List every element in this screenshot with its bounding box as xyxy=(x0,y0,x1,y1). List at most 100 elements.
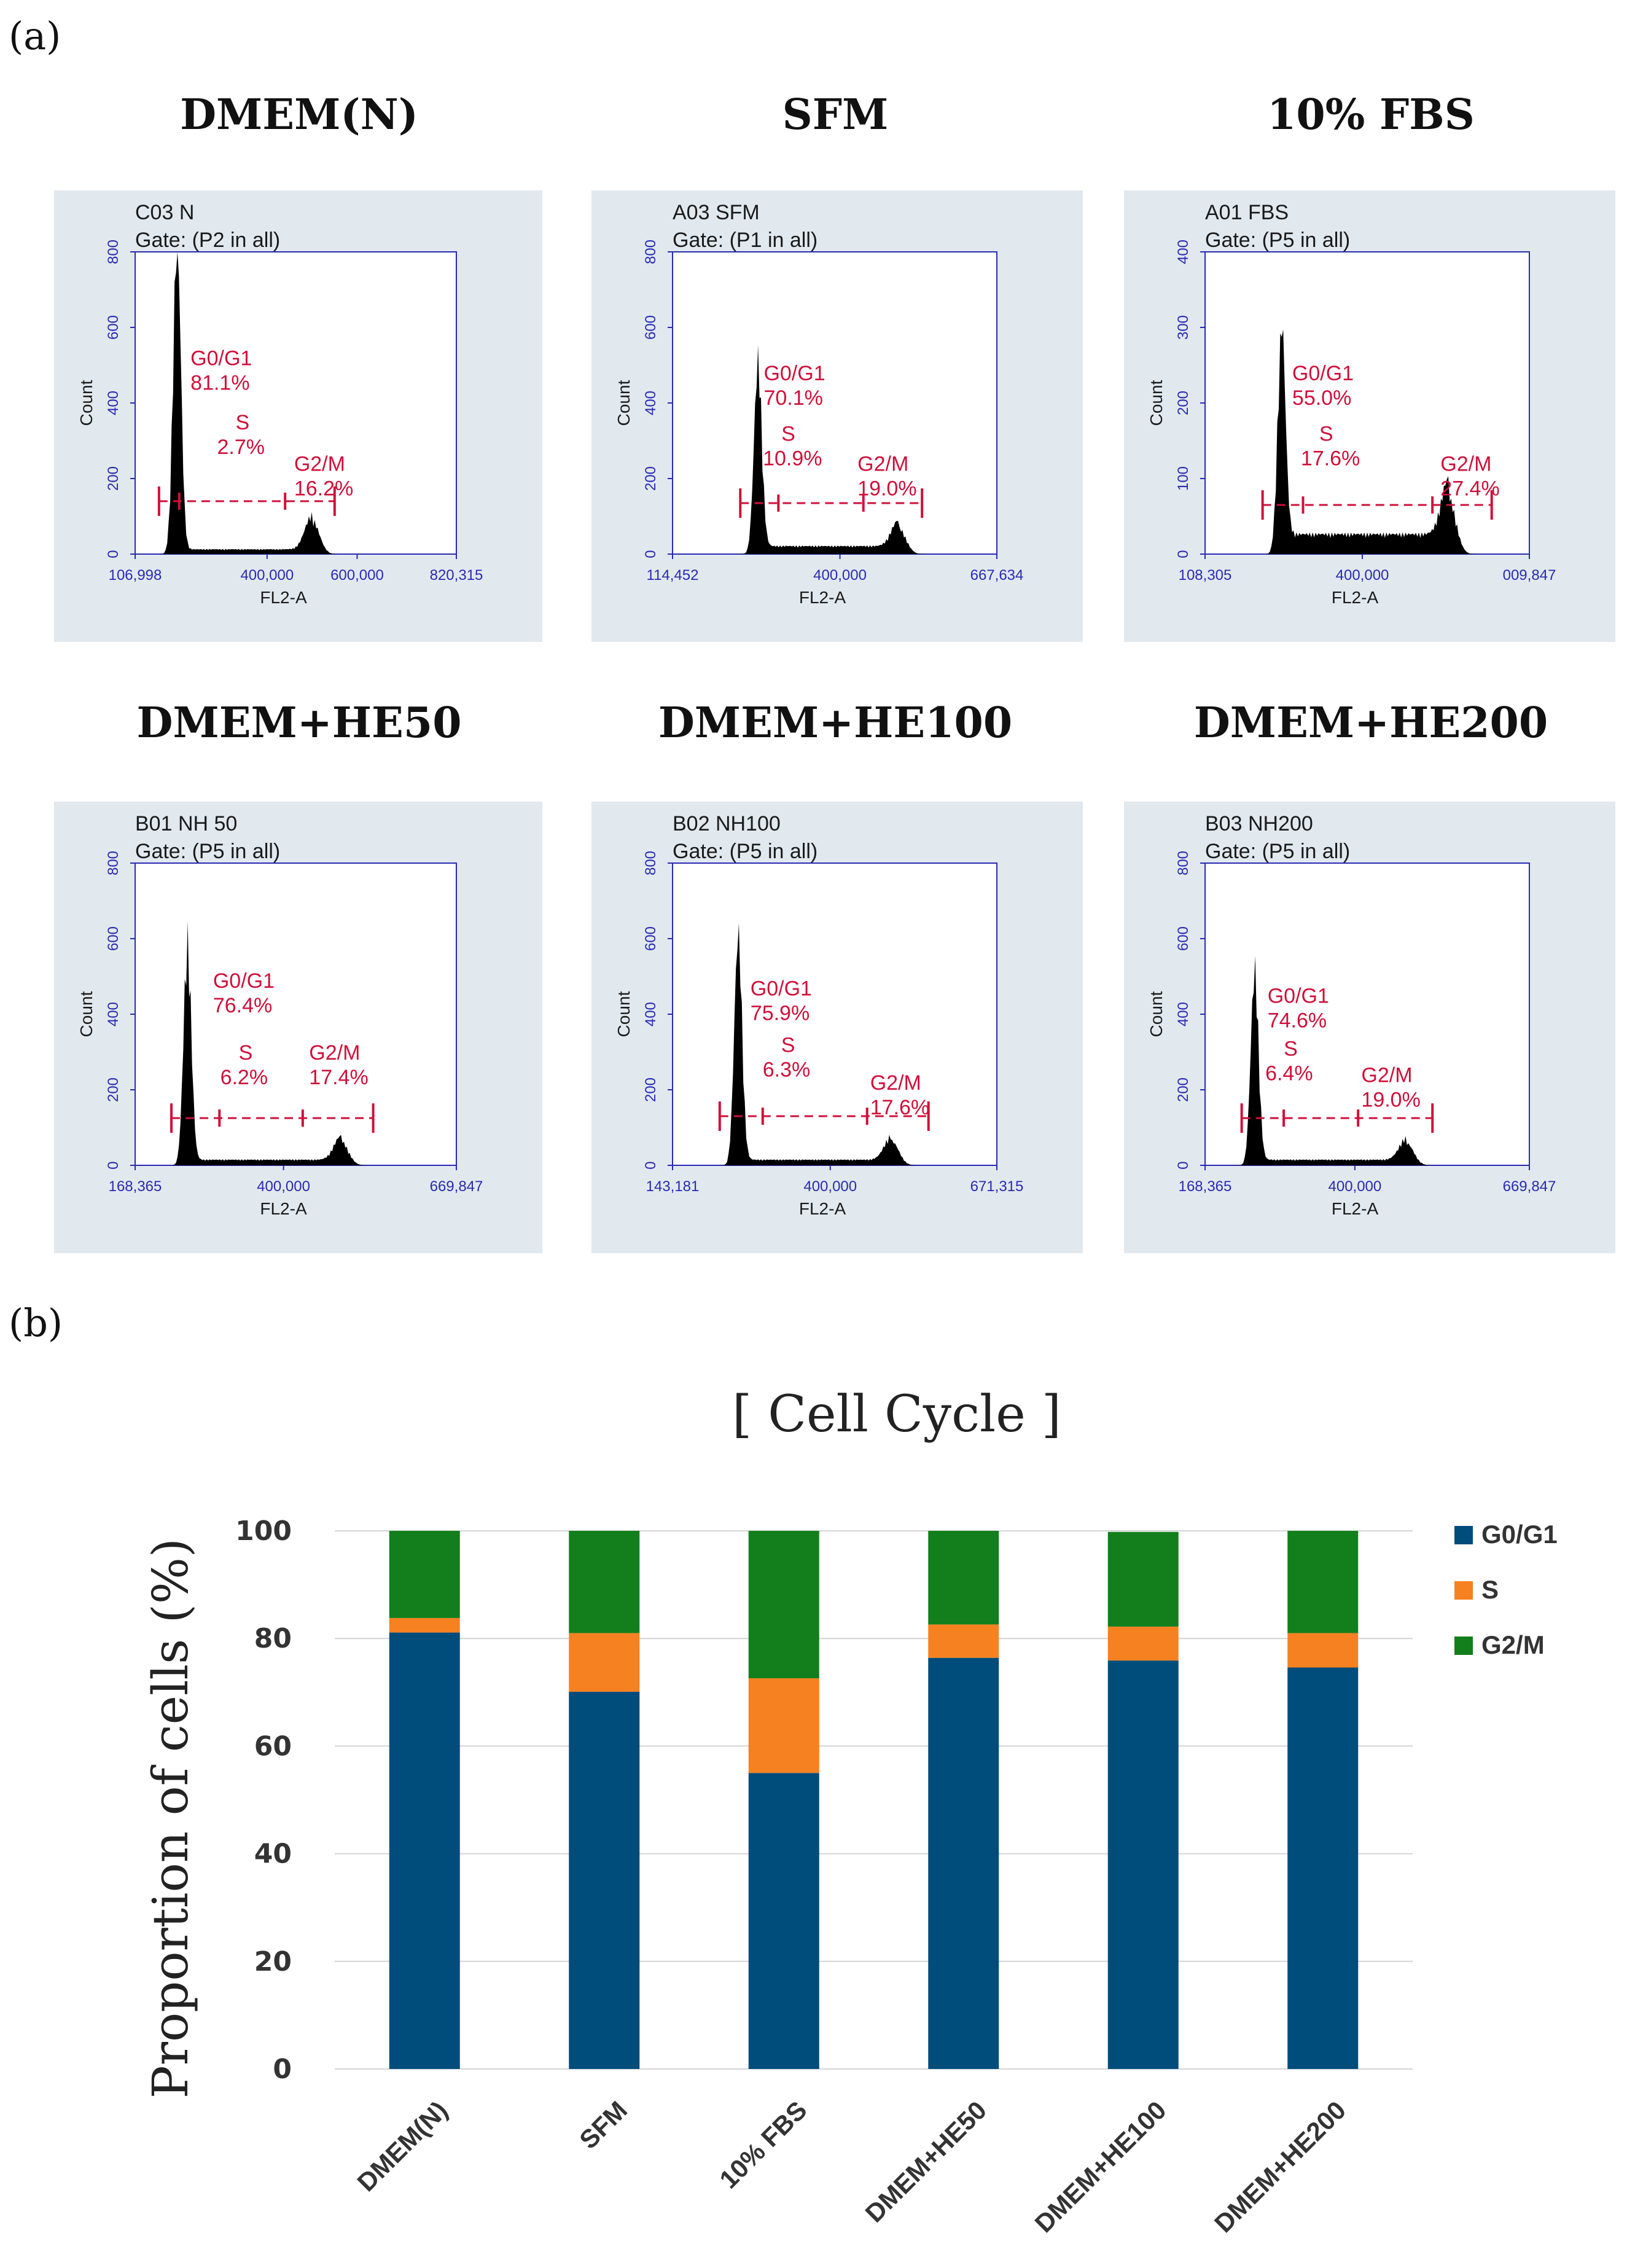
s-label: S xyxy=(1284,1038,1298,1061)
y-tick-label: 800 xyxy=(105,240,122,264)
s-label: S xyxy=(239,1041,253,1065)
y-tick-label: 400 xyxy=(1175,240,1192,264)
histogram-panel-3: 10% FBS A01 FBS Gate: (P5 in all) 0 100 200 30… xyxy=(1124,90,1615,642)
histogram-counts xyxy=(1205,329,1529,554)
g2m-label: G2/M xyxy=(1361,1064,1412,1087)
condition-title: 10% FBS xyxy=(1267,90,1475,139)
gate-label: Gate: (P5 in all) xyxy=(1205,840,1350,863)
y-tick-label: 200 xyxy=(105,466,122,491)
gate-label: Gate: (P1 in all) xyxy=(673,229,818,252)
s-label: S xyxy=(781,1034,795,1057)
y-axis-label: Count xyxy=(1147,380,1166,426)
s-percent: 10.9% xyxy=(763,447,822,471)
y-tick-label: 200 xyxy=(1175,391,1192,415)
x-tick-label: 400,000 xyxy=(240,567,294,584)
g2m-percent: 19.0% xyxy=(857,477,916,501)
plot-area-frame xyxy=(672,251,997,555)
x-tick-label: 168,365 xyxy=(109,1178,162,1195)
x-axis-label: FL2-A xyxy=(799,588,846,607)
s-percent: 17.6% xyxy=(1301,447,1360,471)
bar-s-3 xyxy=(748,1678,819,1773)
y-tick-label: 100 xyxy=(235,1515,292,1547)
g0g1-label: G0/G1 xyxy=(213,969,275,993)
y-tick-label: 200 xyxy=(642,1077,659,1102)
x-tick-label: DMEM+HE50 xyxy=(860,2095,993,2228)
y-tick-label: 20 xyxy=(254,1946,292,1977)
y-axis-label: Count xyxy=(77,380,96,426)
histogram-counts xyxy=(673,923,997,1165)
sample-name: B03 NH200 xyxy=(1205,812,1313,835)
bar-s-2 xyxy=(569,1633,640,1692)
bar-g0g1-5 xyxy=(1107,1660,1179,2069)
x-tick-label: 671,315 xyxy=(970,1178,1024,1195)
y-tick-label: 600 xyxy=(642,926,659,951)
histogram-panel-5: DMEM+HE100 B02 NH100 Gate: (P5 in all) 0 200… xyxy=(591,698,1083,1253)
sample-name: B01 NH 50 xyxy=(135,812,237,835)
y-tick-label: 800 xyxy=(642,240,659,264)
g0g1-label: G0/G1 xyxy=(1292,362,1354,385)
x-tick-label: DMEM+HE200 xyxy=(1209,2095,1351,2238)
x-tick-label: 400,000 xyxy=(1329,1178,1382,1195)
bar-g0g1-1 xyxy=(389,1632,460,2069)
panel-b-label: (b) xyxy=(9,1300,63,1345)
histogram-counts xyxy=(673,345,997,554)
y-tick-label: 600 xyxy=(642,315,659,340)
g2m-label: G2/M xyxy=(294,453,345,476)
condition-title: DMEM+HE200 xyxy=(1194,698,1548,748)
x-tick-label: 600,000 xyxy=(330,567,384,584)
bar-g2m-5 xyxy=(1107,1531,1179,1627)
y-axis-label: Count xyxy=(77,991,96,1037)
legend-swatch-g0g1 xyxy=(1454,1526,1473,1544)
y-axis-label: Count xyxy=(614,380,633,426)
y-tick-label: 80 xyxy=(254,1623,292,1654)
bar-g0g1-3 xyxy=(748,1773,819,2069)
g2m-percent: 17.4% xyxy=(309,1066,368,1089)
y-tick-label: 600 xyxy=(105,315,122,340)
y-tick-label: 0 xyxy=(642,1161,659,1169)
panel-a-label: (a) xyxy=(9,14,61,58)
condition-title: DMEM+HE50 xyxy=(136,698,461,748)
y-tick-label: 800 xyxy=(642,851,659,875)
g0g1-percent: 55.0% xyxy=(1292,386,1351,410)
s-percent: 6.4% xyxy=(1265,1062,1313,1085)
legend-label-g0g1: G0/G1 xyxy=(1481,1520,1558,1549)
g0g1-percent: 81.1% xyxy=(190,372,249,395)
x-tick-label: 400,000 xyxy=(1336,567,1389,584)
legend-label-g2m: G2/M xyxy=(1481,1630,1545,1659)
g0g1-label: G0/G1 xyxy=(1268,985,1329,1008)
x-tick-label: DMEM+HE100 xyxy=(1029,2095,1171,2238)
bar-g0g1-6 xyxy=(1287,1667,1359,2069)
sample-name: A03 SFM xyxy=(673,201,760,224)
plot-area-frame xyxy=(672,862,997,1166)
g0g1-percent: 70.1% xyxy=(763,386,822,410)
g2m-percent: 27.4% xyxy=(1440,477,1499,501)
y-tick-label: 0 xyxy=(1175,550,1192,558)
y-tick-label: 400 xyxy=(642,1002,659,1026)
bar-s-4 xyxy=(928,1624,999,1658)
condition-title: SFM xyxy=(782,90,889,139)
y-tick-label: 0 xyxy=(642,550,659,558)
bar-g0g1-4 xyxy=(928,1657,999,2069)
x-axis-label: FL2-A xyxy=(260,1199,307,1218)
y-axis-label: Proportion of cells (%) xyxy=(142,1538,199,2098)
s-label: S xyxy=(781,423,795,446)
x-tick-label: 669,847 xyxy=(1503,1178,1556,1195)
gate-label: Gate: (P5 in all) xyxy=(1205,229,1350,252)
x-tick-label: 400,000 xyxy=(803,1178,857,1195)
y-tick-label: 200 xyxy=(105,1077,122,1102)
bar-g2m-1 xyxy=(389,1531,460,1618)
x-axis-label: FL2-A xyxy=(799,1199,846,1218)
y-axis-label: Count xyxy=(614,991,633,1037)
g2m-label: G2/M xyxy=(870,1071,921,1095)
y-tick-label: 400 xyxy=(105,391,122,415)
g2m-label: G2/M xyxy=(857,453,908,476)
s-percent: 6.3% xyxy=(763,1058,811,1082)
histogram-panel-2: SFM A03 SFM Gate: (P1 in all) 0 200 400 600 800… xyxy=(591,90,1083,642)
x-tick-label: 106,998 xyxy=(109,567,162,584)
gate-label: Gate: (P5 in all) xyxy=(673,840,818,863)
y-tick-label: 40 xyxy=(254,1839,292,1870)
y-axis-label: Count xyxy=(1147,991,1166,1037)
histogram-panel-4: DMEM+HE50 B01 NH 50 Gate: (P5 in all) 0 200 4… xyxy=(54,698,542,1253)
x-tick-label: 400,000 xyxy=(257,1178,310,1195)
y-tick-label: 100 xyxy=(1175,466,1192,491)
